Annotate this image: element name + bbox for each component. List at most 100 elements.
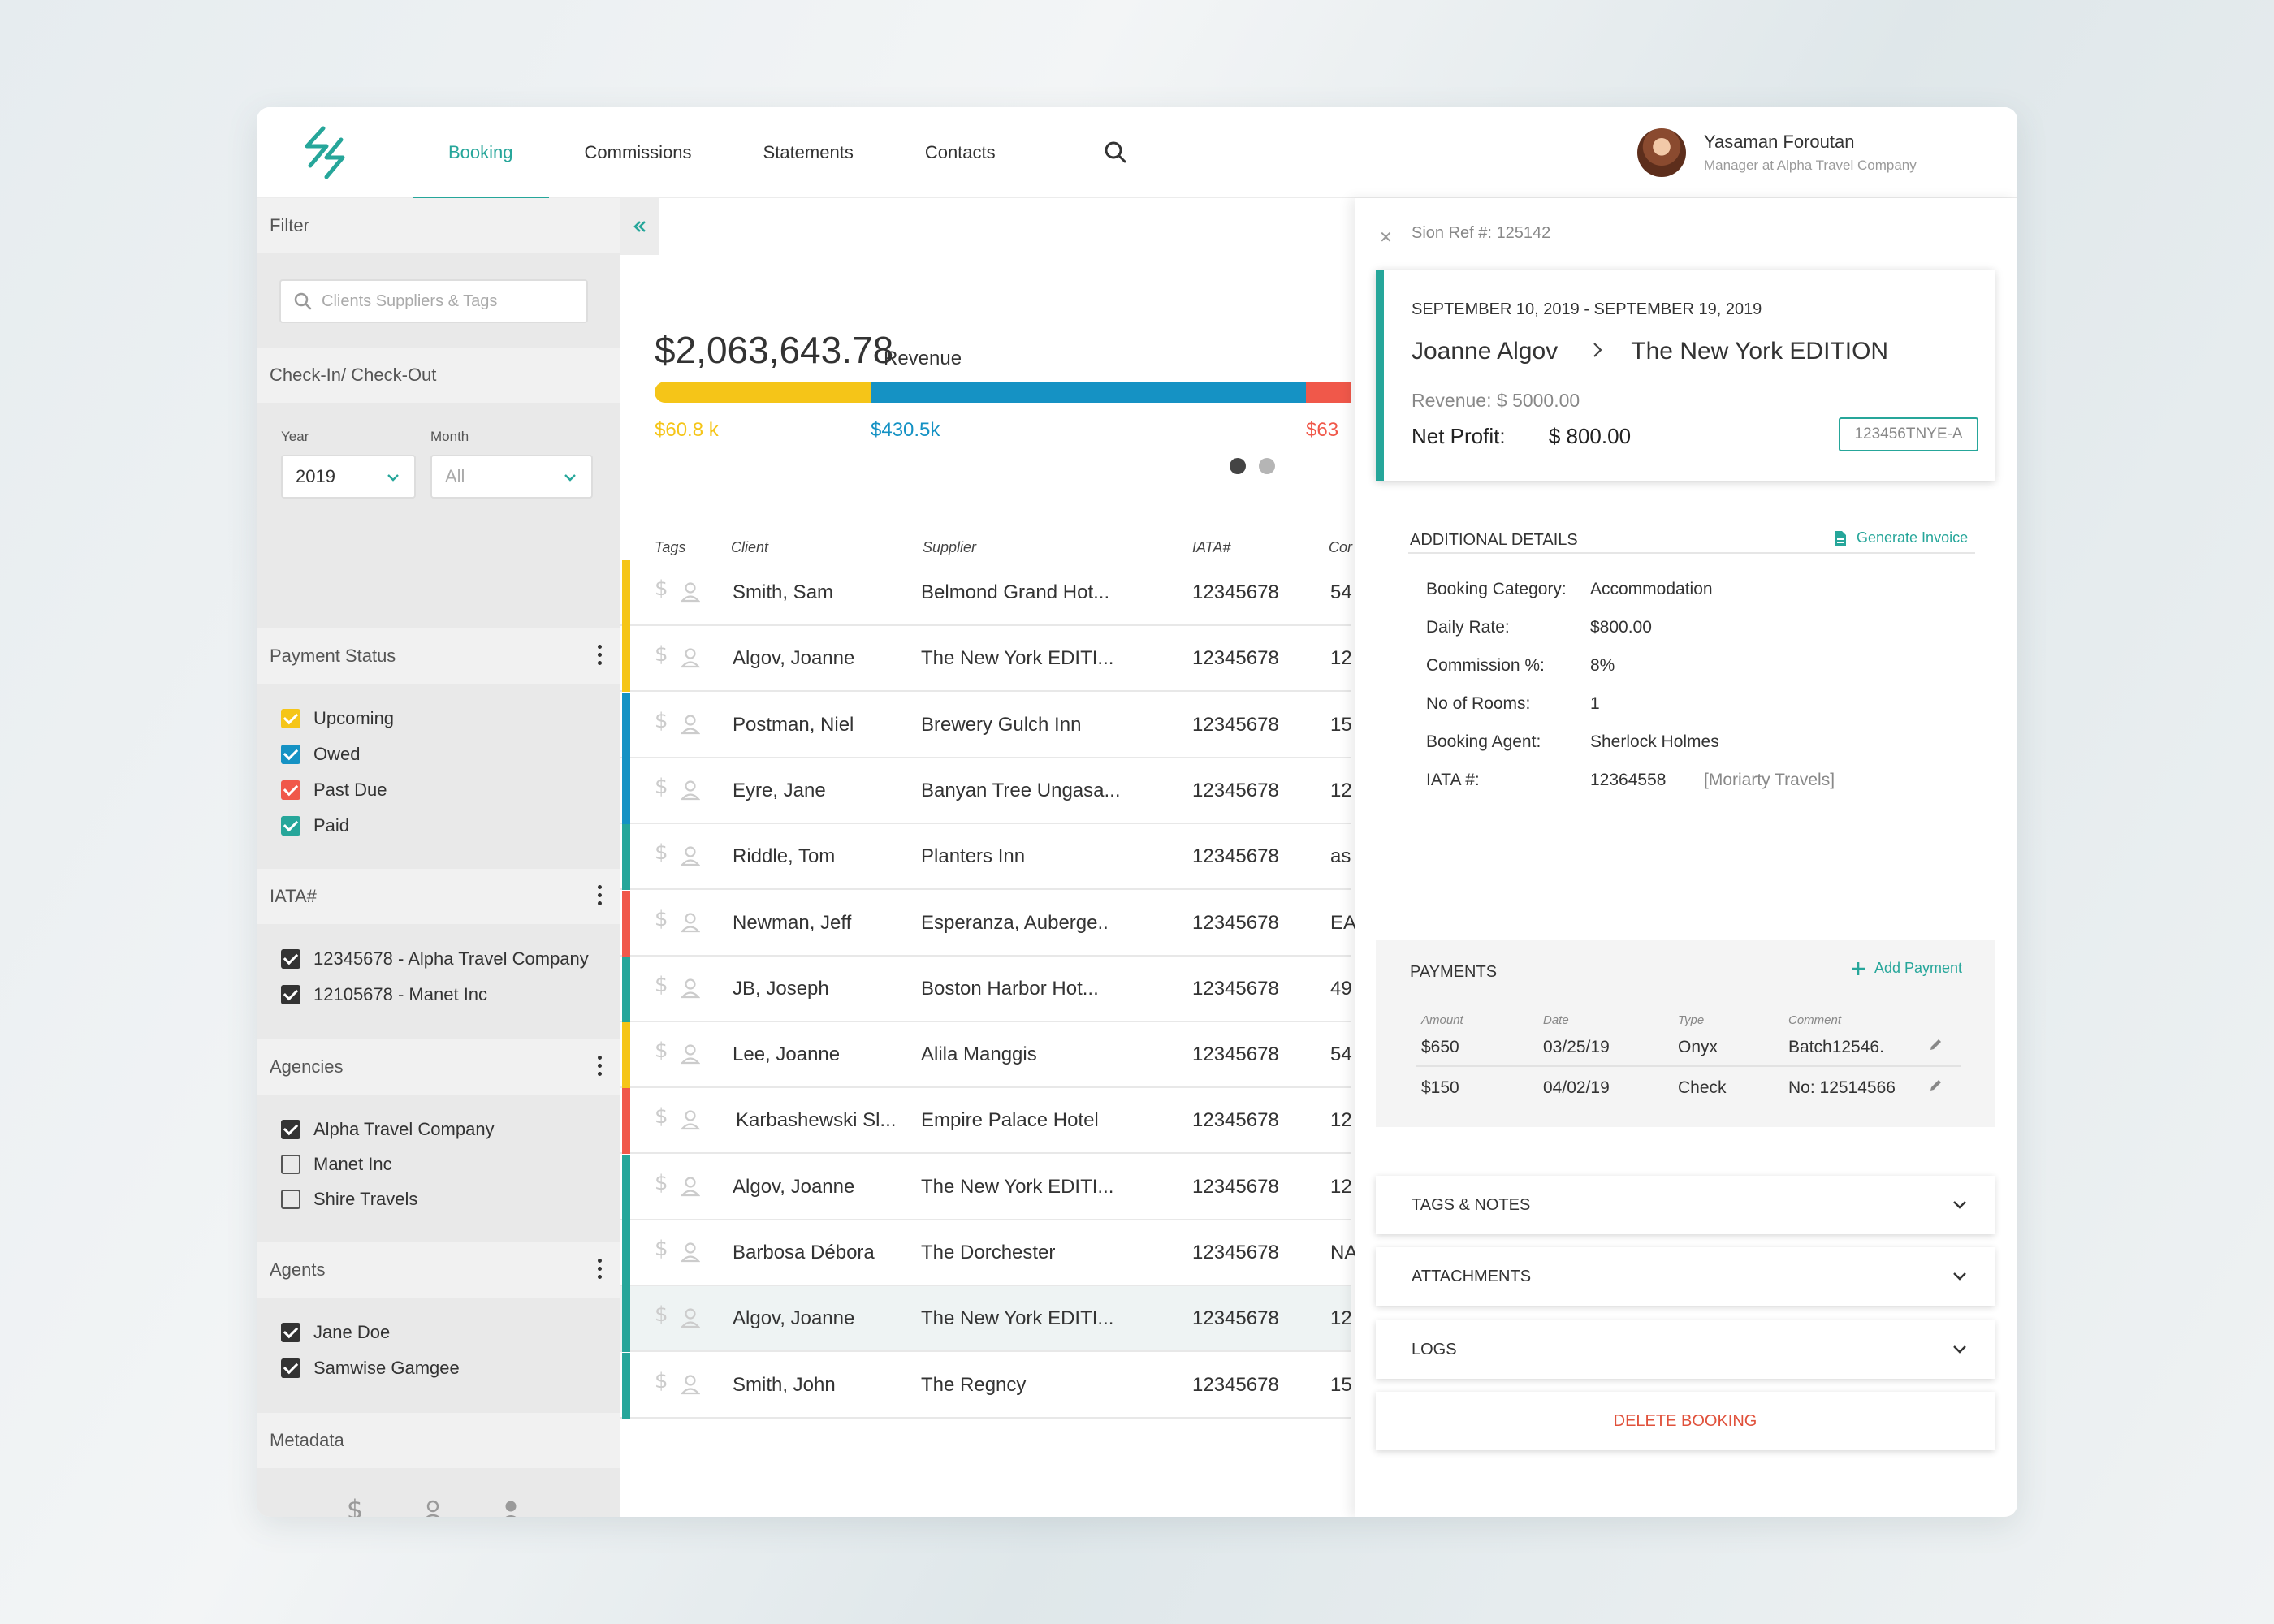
user-outline-icon[interactable] [681,978,700,999]
dollar-icon[interactable]: $ [655,774,668,799]
table-row[interactable]: $ Lee, Joanne Alila Manggis 12345678 54 [620,1022,1352,1089]
col-client[interactable]: Client [731,539,769,555]
search-icon[interactable] [1100,136,1132,169]
carousel-dot-active[interactable] [1230,458,1246,474]
year-select[interactable]: 2019 [281,455,416,499]
more-options-icon[interactable] [596,1056,603,1078]
booking-code[interactable]: 123456TNYE-A [1839,417,1978,451]
checkbox-checked[interactable] [281,816,300,836]
logs-accordion[interactable]: LOGS [1376,1320,1995,1379]
checkbox-checked[interactable] [281,1323,300,1342]
revenue-segment[interactable] [1306,382,1351,403]
dollar-icon[interactable]: $ [655,577,668,601]
nav-booking[interactable]: Booking [413,107,549,200]
dollar-icon[interactable]: $ [655,972,668,997]
close-icon[interactable]: ✕ [1379,229,1393,247]
filter-option[interactable]: 12345678 - Alpha Travel Company [281,948,589,970]
generate-invoice-button[interactable]: Generate Invoice [1834,529,1968,546]
table-row[interactable]: $ Newman, Jeff Esperanza, Auberge.. 1234567… [620,890,1356,957]
filter-option[interactable]: Owed [281,744,360,765]
user-outline-icon[interactable] [681,1307,700,1328]
dollar-icon[interactable]: $ [655,1368,668,1393]
dollar-icon[interactable]: $ [655,1237,668,1261]
dollar-icon[interactable]: $ [655,1039,668,1064]
attachments-accordion[interactable]: ATTACHMENTS [1376,1247,1995,1306]
user-outline-icon[interactable] [422,1499,443,1517]
checkbox-checked[interactable] [281,1120,300,1139]
dollar-icon[interactable]: $ [655,1104,668,1129]
filter-option[interactable]: Shire Travels [281,1189,417,1210]
nav-commissions[interactable]: Commissions [584,142,692,162]
filter-option[interactable]: Jane Doe [281,1322,390,1343]
more-options-icon[interactable] [596,1259,603,1281]
more-options-icon[interactable] [596,645,603,667]
nav-statements[interactable]: Statements [763,142,854,162]
checkbox-checked[interactable] [281,745,300,764]
revenue-segment[interactable] [871,382,1306,403]
table-row[interactable]: $ Karbashewski Sl... Empire Palace Hotel 12… [620,1088,1352,1155]
dollar-icon[interactable]: $ [655,906,668,931]
user-filled-icon[interactable] [500,1499,521,1517]
delete-booking-button[interactable]: DELETE BOOKING [1376,1392,1995,1450]
table-row[interactable]: $ Riddle, Tom Planters Inn 12345678 as [620,824,1351,891]
checkbox-checked[interactable] [281,985,300,1004]
dollar-icon[interactable]: $ [655,840,668,866]
edit-icon[interactable] [1928,1077,1944,1093]
user-outline-icon[interactable] [681,1374,700,1395]
filter-option[interactable]: Paid [281,815,349,836]
checkbox-checked[interactable] [281,949,300,969]
table-row[interactable]: $ Smith, Sam Belmond Grand Hot... 12345678 5… [620,560,1352,626]
collapse-sidebar-button[interactable] [620,198,659,255]
user-outline-icon[interactable] [681,647,700,668]
col-commission[interactable]: Cor [1329,539,1353,555]
user-outline-icon[interactable] [681,1109,700,1130]
user-outline-icon[interactable] [681,845,700,866]
filter-option[interactable]: 12105678 - Manet Inc [281,984,487,1005]
filter-search-input[interactable]: Clients Suppliers & Tags [279,279,588,323]
filter-option[interactable]: Upcoming [281,708,394,729]
checkbox-checked[interactable] [281,1358,300,1378]
month-select[interactable]: All [430,455,593,499]
filter-option[interactable]: Samwise Gamgee [281,1358,460,1379]
table-row[interactable]: $ Postman, Niel Brewery Gulch Inn 12345678 1… [620,692,1352,758]
table-row[interactable]: $ Algov, Joanne The New York EDITI... 12345… [620,626,1352,693]
dollar-icon[interactable]: $ [655,1302,668,1328]
col-iata[interactable]: IATA# [1192,539,1231,555]
table-row[interactable]: $ Algov, Joanne The New York EDITI... 12345… [620,1286,1352,1353]
table-row[interactable]: $ Smith, John The Regncy 12345678 15 [620,1352,1352,1419]
add-payment-button[interactable]: Add Payment [1850,960,1962,977]
user-profile[interactable]: Yasaman Foroutan Manager at Alpha Travel… [1637,127,1917,179]
user-outline-icon[interactable] [681,1043,700,1065]
edit-icon[interactable] [1928,1036,1944,1052]
carousel-dot[interactable] [1259,458,1275,474]
user-outline-icon[interactable] [681,912,700,933]
user-outline-icon[interactable] [681,780,700,801]
more-options-icon[interactable] [596,885,603,908]
table-row[interactable]: $ Algov, Joanne The New York EDITI... 12345… [620,1154,1352,1220]
checkbox-unchecked[interactable] [281,1155,300,1174]
avatar[interactable] [1637,128,1686,177]
checkbox-unchecked[interactable] [281,1190,300,1209]
filter-option[interactable]: Past Due [281,780,387,801]
table-row[interactable]: $ Eyre, Jane Banyan Tree Ungasa... 12345678… [620,758,1352,824]
col-tags[interactable]: Tags [655,539,686,555]
checkbox-checked[interactable] [281,780,300,800]
filter-option[interactable]: Alpha Travel Company [281,1119,495,1140]
cell-commission: 12 [1330,647,1352,670]
dollar-icon[interactable]: $ [346,1496,364,1517]
user-outline-icon[interactable] [681,581,700,603]
filter-option[interactable]: Manet Inc [281,1154,392,1175]
dollar-icon[interactable]: $ [655,642,668,667]
checkbox-checked[interactable] [281,709,300,728]
col-supplier[interactable]: Supplier [923,539,977,555]
nav-contacts[interactable]: Contacts [924,142,996,162]
dollar-icon[interactable]: $ [655,708,668,733]
table-row[interactable]: $ Barbosa Débora The Dorchester 12345678 NA [620,1220,1357,1286]
user-outline-icon[interactable] [681,714,700,735]
table-row[interactable]: $ JB, Joseph Boston Harbor Hot... 12345678 4… [620,956,1352,1022]
dollar-icon[interactable]: $ [655,1170,668,1195]
revenue-segment[interactable] [655,382,871,403]
user-outline-icon[interactable] [681,1242,700,1263]
user-outline-icon[interactable] [681,1176,700,1197]
tags-notes-accordion[interactable]: TAGS & NOTES [1376,1176,1995,1234]
